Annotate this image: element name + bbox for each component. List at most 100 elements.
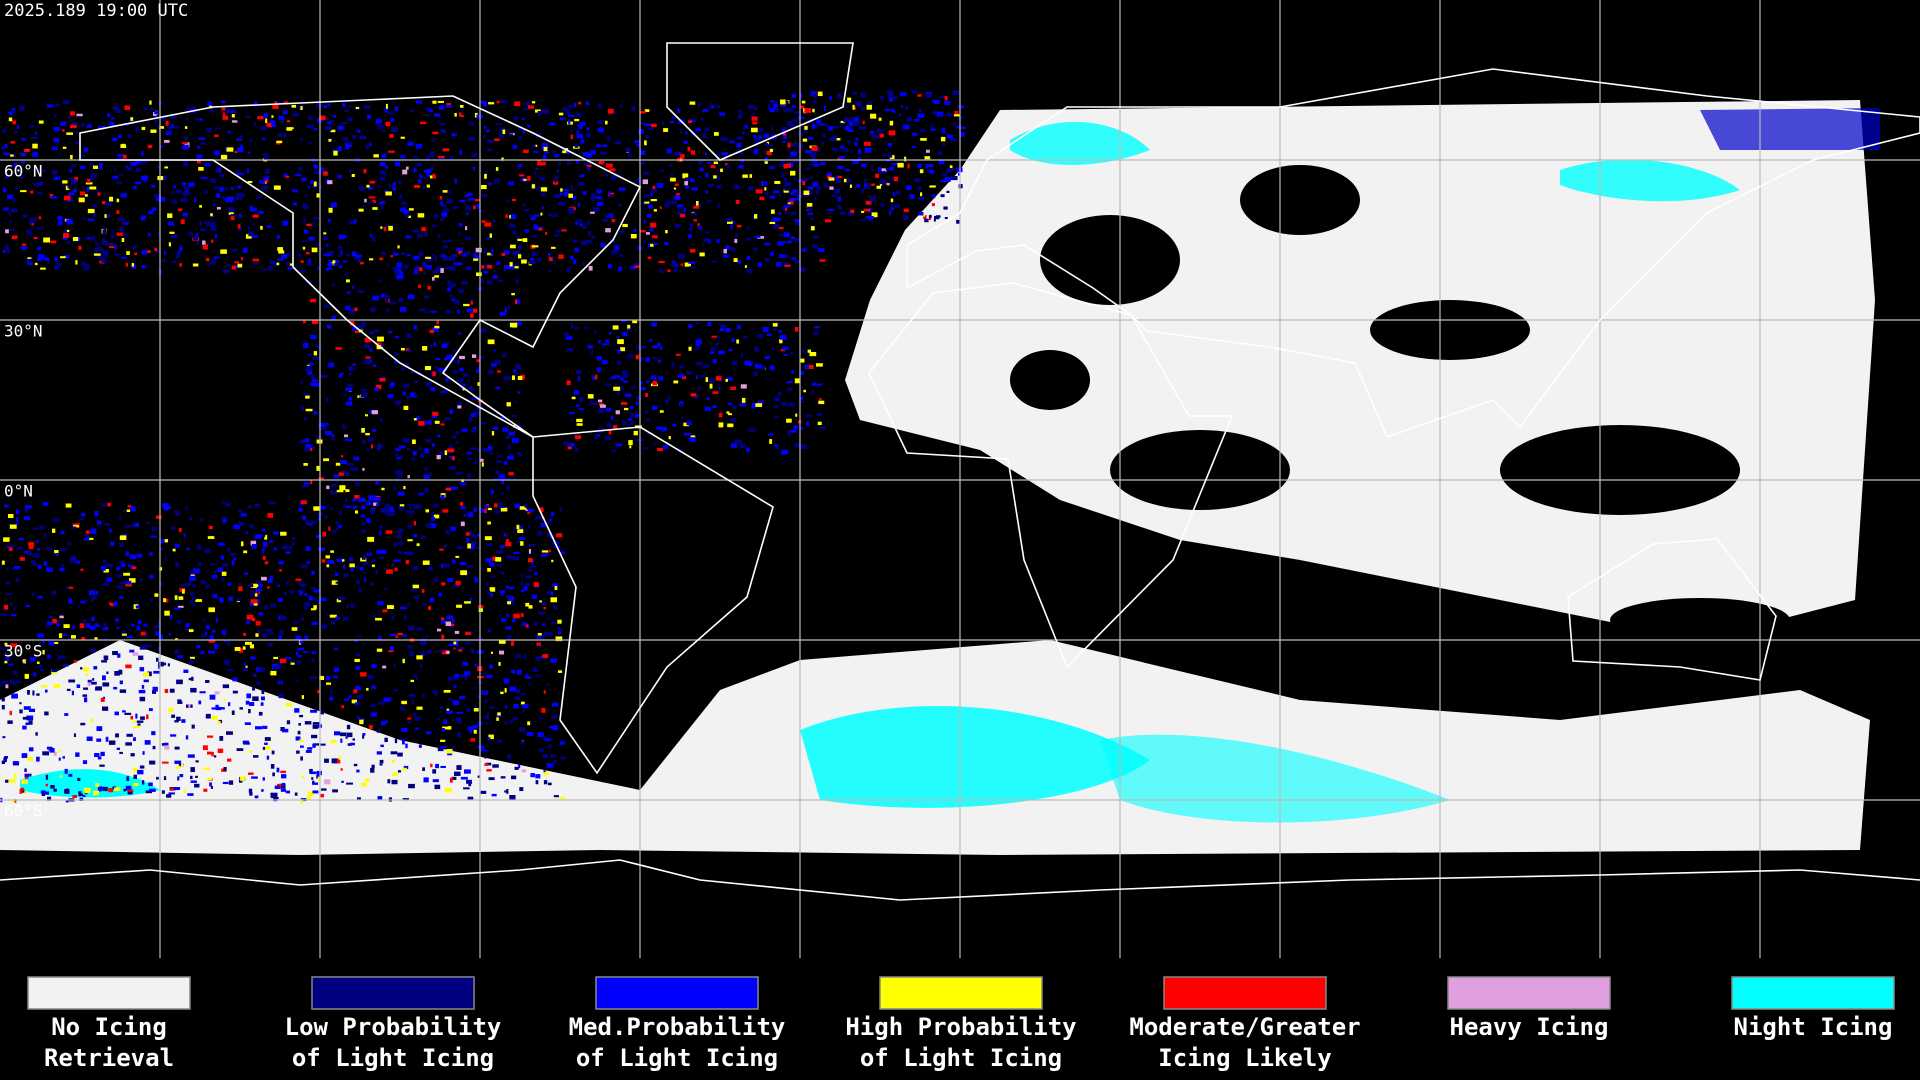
speckle xyxy=(716,105,721,109)
speckle xyxy=(299,640,304,644)
speckle xyxy=(557,162,561,165)
speckle xyxy=(139,696,146,702)
speckle xyxy=(325,268,329,271)
speckle xyxy=(855,101,863,107)
speckle xyxy=(338,265,343,268)
speckle xyxy=(748,186,754,191)
speckle xyxy=(456,765,462,770)
speckle xyxy=(339,509,342,515)
speckle xyxy=(956,125,962,129)
speckle xyxy=(429,345,433,348)
speckle xyxy=(278,635,283,639)
speckle xyxy=(707,240,712,244)
speckle xyxy=(804,177,812,180)
speckle xyxy=(104,252,109,257)
speckle xyxy=(786,381,793,384)
speckle xyxy=(536,530,543,536)
speckle xyxy=(82,217,86,220)
speckle xyxy=(517,166,521,169)
speckle xyxy=(487,148,492,152)
speckle xyxy=(905,105,909,110)
speckle xyxy=(644,140,647,146)
speckle xyxy=(143,679,149,683)
speckle xyxy=(446,710,453,714)
speckle xyxy=(157,232,161,236)
speckle xyxy=(164,557,168,560)
speckle xyxy=(512,556,520,561)
speckle xyxy=(62,146,67,149)
speckle xyxy=(505,595,512,599)
speckle xyxy=(514,766,519,770)
speckle xyxy=(16,125,20,130)
speckle xyxy=(168,792,175,795)
speckle xyxy=(536,635,542,639)
speckle xyxy=(191,106,196,110)
speckle xyxy=(598,198,604,201)
speckle xyxy=(262,268,267,272)
speckle xyxy=(521,701,525,705)
speckle xyxy=(468,136,475,141)
speckle xyxy=(556,229,562,233)
speckle xyxy=(75,140,82,145)
speckle xyxy=(103,582,110,587)
speckle xyxy=(806,203,813,207)
speckle xyxy=(902,124,910,130)
speckle xyxy=(755,189,763,194)
speckle xyxy=(837,93,842,99)
speckle xyxy=(18,537,25,541)
speckle xyxy=(18,168,21,172)
speckle xyxy=(278,679,283,683)
speckle xyxy=(319,711,325,715)
speckle xyxy=(949,168,954,172)
speckle xyxy=(407,717,412,720)
speckle xyxy=(318,477,324,481)
speckle xyxy=(484,508,487,514)
speckle xyxy=(174,760,182,764)
speckle xyxy=(446,309,452,314)
speckle xyxy=(683,422,689,427)
speckle xyxy=(298,166,303,171)
speckle xyxy=(324,758,329,763)
speckle xyxy=(37,595,43,599)
speckle xyxy=(70,526,77,529)
speckle xyxy=(552,583,559,588)
speckle xyxy=(103,250,106,256)
speckle xyxy=(867,100,873,106)
speckle xyxy=(331,437,335,441)
speckle xyxy=(1,697,5,702)
speckle xyxy=(371,558,376,563)
speckle xyxy=(574,326,579,330)
speckle xyxy=(222,516,228,520)
speckle xyxy=(69,169,73,173)
speckle xyxy=(714,343,719,346)
speckle xyxy=(326,485,330,490)
speckle xyxy=(801,100,806,104)
speckle xyxy=(650,187,658,192)
speckle xyxy=(425,256,432,259)
speckle xyxy=(835,175,838,180)
speckle xyxy=(257,116,264,120)
speckle xyxy=(513,527,518,530)
speckle xyxy=(364,198,367,203)
speckle xyxy=(827,208,835,212)
speckle xyxy=(476,368,479,374)
speckle xyxy=(129,554,136,560)
speckle xyxy=(434,366,438,369)
speckle xyxy=(20,246,28,250)
speckle xyxy=(509,322,513,328)
speckle xyxy=(424,467,428,472)
speckle xyxy=(397,632,403,636)
speckle xyxy=(193,236,199,241)
speckle xyxy=(12,799,15,803)
speckle xyxy=(185,623,190,627)
speckle xyxy=(358,587,362,593)
speckle xyxy=(779,339,783,344)
speckle xyxy=(367,436,374,442)
speckle xyxy=(50,785,55,789)
speckle xyxy=(459,562,467,565)
speckle xyxy=(58,750,61,753)
speckle xyxy=(335,572,339,576)
speckle xyxy=(541,635,544,640)
